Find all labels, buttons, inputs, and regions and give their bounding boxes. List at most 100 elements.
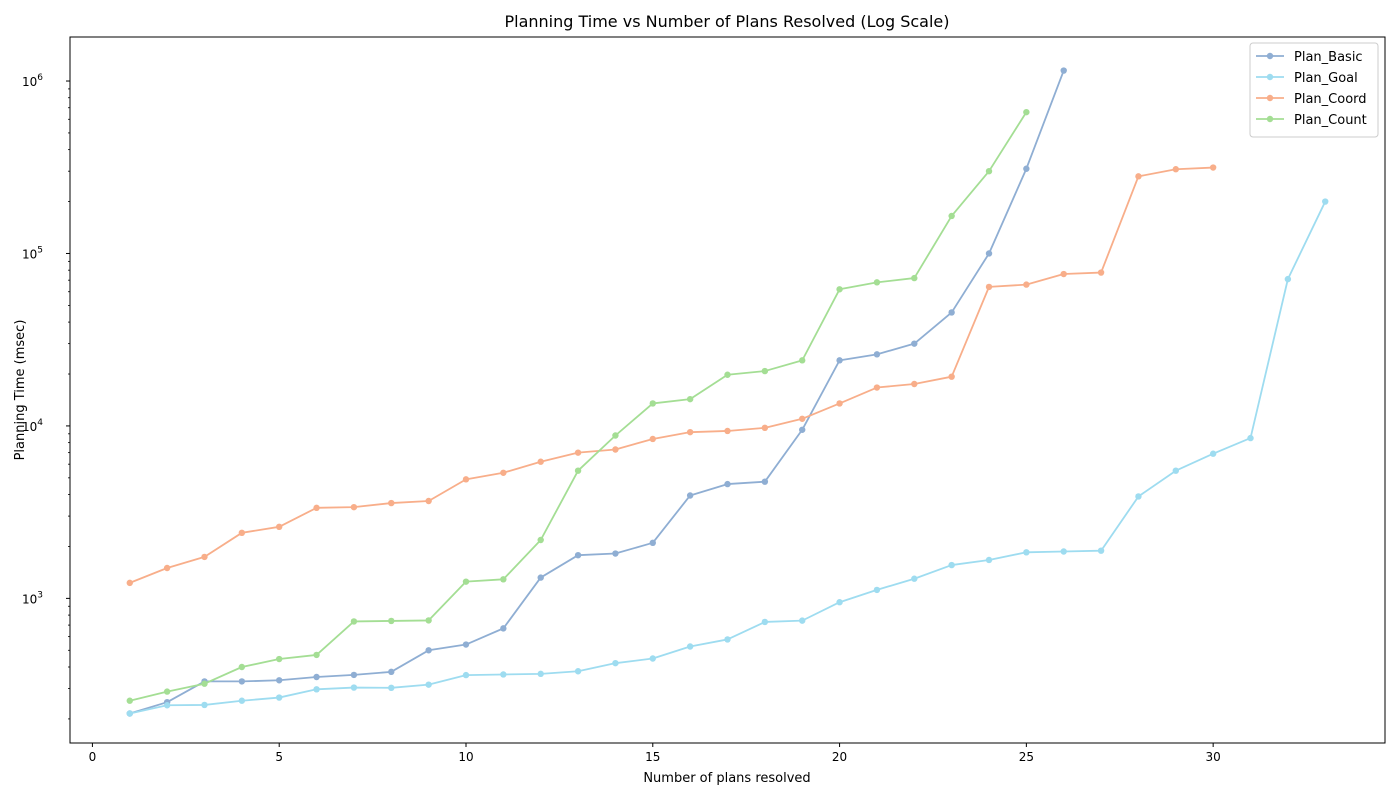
data-point bbox=[276, 655, 283, 663]
data-point bbox=[724, 636, 731, 643]
legend-label: Plan_Goal bbox=[1294, 71, 1358, 86]
data-point bbox=[1172, 467, 1180, 474]
legend-marker bbox=[1266, 94, 1274, 102]
data-point bbox=[948, 561, 955, 569]
x-tick-label: 15 bbox=[645, 750, 660, 764]
data-point bbox=[1060, 548, 1067, 555]
data-point bbox=[388, 617, 395, 625]
data-point bbox=[163, 702, 171, 709]
data-point bbox=[500, 671, 507, 678]
data-point bbox=[873, 384, 881, 391]
data-point bbox=[462, 476, 470, 483]
legend-marker bbox=[1266, 115, 1274, 123]
series-layer bbox=[126, 67, 1329, 717]
data-point bbox=[462, 578, 470, 585]
data-point bbox=[1284, 275, 1292, 283]
data-point bbox=[836, 357, 843, 364]
data-point bbox=[985, 250, 993, 257]
data-point bbox=[873, 351, 881, 358]
data-point bbox=[1172, 166, 1180, 173]
series-line bbox=[129, 70, 1065, 715]
data-point bbox=[425, 681, 432, 688]
data-point bbox=[649, 435, 656, 443]
data-point bbox=[350, 671, 358, 679]
series-Plan_Count bbox=[126, 108, 1030, 704]
data-point bbox=[985, 167, 993, 175]
data-point bbox=[201, 701, 208, 709]
data-point bbox=[985, 283, 993, 291]
legend-item-Plan_Count: Plan_Count bbox=[1256, 113, 1367, 128]
legend-item-Plan_Coord: Plan_Coord bbox=[1256, 92, 1367, 107]
data-point bbox=[350, 618, 358, 625]
series-line bbox=[129, 166, 1214, 584]
data-point bbox=[238, 663, 246, 671]
data-point bbox=[350, 684, 358, 691]
data-point bbox=[1023, 281, 1030, 288]
data-point bbox=[911, 575, 918, 582]
data-point bbox=[612, 446, 619, 453]
data-point bbox=[873, 586, 881, 594]
series-Plan_Coord bbox=[126, 164, 1217, 587]
data-point bbox=[799, 617, 806, 624]
data-point bbox=[425, 647, 432, 654]
data-point bbox=[873, 279, 881, 286]
data-point bbox=[1209, 164, 1217, 171]
data-point bbox=[1097, 269, 1105, 276]
data-point bbox=[126, 710, 133, 717]
x-axis: 0 5 10 15 20 25 30 bbox=[89, 743, 1221, 764]
data-point bbox=[649, 539, 656, 547]
series-Plan_Basic bbox=[126, 67, 1067, 717]
data-point bbox=[574, 467, 582, 474]
data-point bbox=[388, 668, 395, 676]
data-point bbox=[388, 499, 395, 507]
x-tick-label: 30 bbox=[1206, 750, 1221, 764]
data-point bbox=[799, 415, 806, 422]
data-point bbox=[799, 357, 806, 364]
data-point bbox=[836, 400, 843, 407]
data-point bbox=[537, 458, 544, 465]
data-point bbox=[1135, 493, 1142, 500]
legend: Plan_Basic Plan_Goal Plan_Coord Plan_Count bbox=[1249, 42, 1379, 138]
data-point bbox=[911, 340, 918, 347]
data-point bbox=[948, 212, 955, 220]
data-point bbox=[313, 504, 320, 512]
x-tick-label: 10 bbox=[458, 750, 473, 764]
data-point bbox=[911, 274, 918, 282]
data-point bbox=[1247, 434, 1254, 442]
data-point bbox=[313, 686, 320, 693]
plot-frame bbox=[69, 36, 1386, 744]
data-point bbox=[612, 659, 619, 667]
data-point bbox=[500, 576, 507, 583]
data-point bbox=[201, 553, 208, 561]
y-axis-label: Planning Time (msec) bbox=[13, 320, 28, 461]
legend-marker bbox=[1266, 52, 1274, 60]
data-point bbox=[649, 655, 656, 662]
data-point bbox=[686, 395, 694, 403]
data-point bbox=[761, 478, 769, 485]
y-tick-label: 103 bbox=[22, 590, 43, 606]
data-point bbox=[724, 480, 731, 488]
data-point bbox=[462, 641, 470, 648]
data-point bbox=[313, 651, 320, 659]
data-point bbox=[1097, 547, 1105, 554]
data-point bbox=[537, 574, 544, 581]
legend-label: Plan_Coord bbox=[1294, 92, 1367, 107]
data-point bbox=[836, 599, 843, 606]
data-point bbox=[799, 426, 806, 433]
data-point bbox=[537, 670, 544, 678]
data-point bbox=[574, 449, 582, 456]
data-point bbox=[163, 688, 171, 695]
data-point bbox=[238, 697, 246, 704]
plot-area bbox=[69, 36, 1386, 744]
data-point bbox=[500, 625, 507, 632]
data-point bbox=[724, 427, 731, 435]
data-point bbox=[612, 432, 619, 439]
legend-item-Plan_Basic: Plan_Basic bbox=[1256, 50, 1363, 65]
data-point bbox=[761, 618, 769, 626]
data-point bbox=[1060, 270, 1067, 278]
legend-item-Plan_Goal: Plan_Goal bbox=[1256, 71, 1358, 86]
series-Plan_Goal bbox=[126, 198, 1329, 717]
legend-label: Plan_Basic bbox=[1294, 50, 1363, 65]
